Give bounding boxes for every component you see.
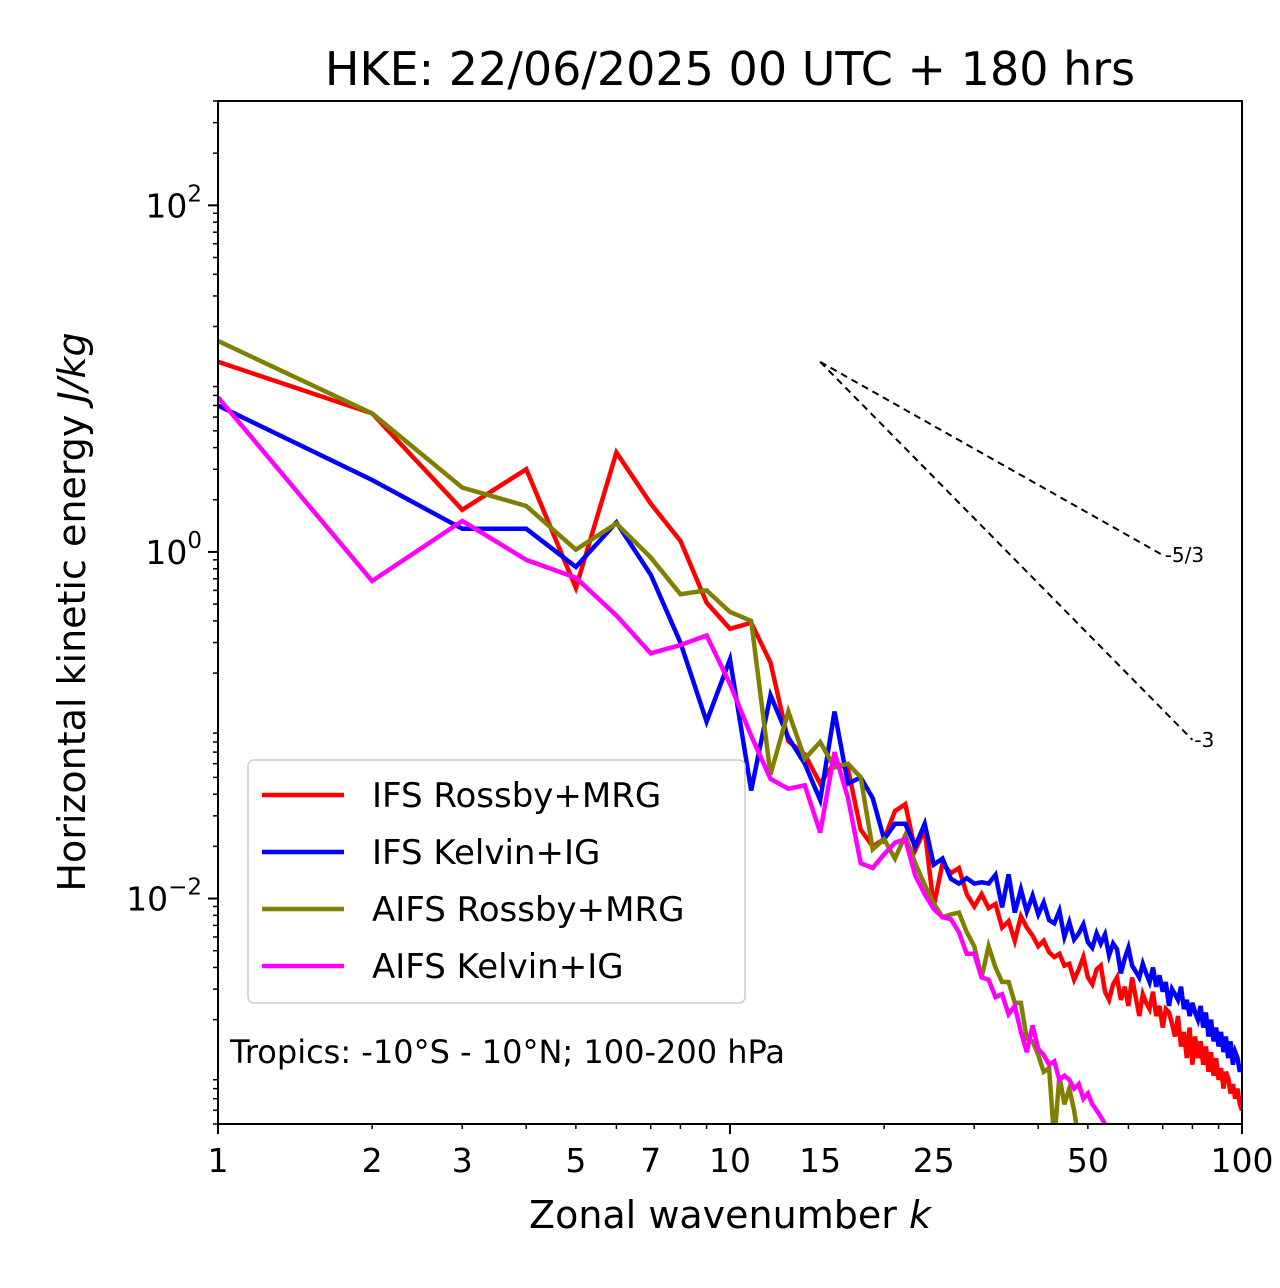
reference-slopes: -5/3 -3 [819,360,1214,752]
legend-label-ifs-rossby-mrg: IFS Rossby+MRG [372,776,661,816]
x-axis-label-text: Zonal wavenumber [529,1193,897,1237]
slope-minus-three-label: -3 [1194,728,1214,752]
legend-label-aifs-rossby-mrg: AIFS Rossby+MRG [372,890,684,930]
y-axis-label: Horizontal kinetic energy J/kg [50,332,94,891]
x-tick-label: 3 [452,1141,473,1180]
x-tick-label: 2 [362,1141,383,1180]
legend: IFS Rossby+MRG IFS Kelvin+IG AIFS Rossby… [247,759,746,1004]
x-axis-ticks: 1 2 3 5 7 10 15 25 50 100 [208,1124,1274,1180]
x-tick-label: 100 [1211,1141,1274,1180]
y-tick-label: 100 [145,528,202,572]
x-axis-label-var: k [909,1193,933,1237]
x-tick-label: 7 [640,1141,661,1180]
x-tick-label: 1 [208,1141,229,1180]
legend-entry-ifs-kelvin-ig: IFS Kelvin+IG [262,833,600,873]
series-line-ifs-rossby-mrg [218,359,1242,1112]
y-tick-label: 10−2 [126,875,202,919]
y-axis-label-unit: J/kg [50,332,94,409]
slope-five-thirds-line [819,360,1164,556]
legend-entry-aifs-rossby-mrg: AIFS Rossby+MRG [262,890,684,930]
series-line-aifs-kelvin-ig [218,395,1107,1124]
x-tick-label: 50 [1067,1141,1109,1180]
x-tick-label: 5 [565,1141,586,1180]
x-tick-label: 10 [709,1141,751,1180]
legend-entry-ifs-rossby-mrg: IFS Rossby+MRG [262,776,661,816]
slope-five-thirds-label: -5/3 [1165,543,1204,567]
series-line-ifs-kelvin-ig [218,403,1242,1073]
x-axis-label: Zonal wavenumber k [529,1193,933,1237]
legend-entry-aifs-kelvin-ig: AIFS Kelvin+IG [262,947,624,987]
slope-minus-three-line [819,361,1194,741]
x-tick-label: 15 [799,1141,841,1180]
chart-title: HKE: 22/06/2025 00 UTC + 180 hrs [325,42,1135,96]
y-axis-label-text: Horizontal kinetic energy [50,415,94,892]
series-layer [218,338,1242,1124]
legend-label-aifs-kelvin-ig: AIFS Kelvin+IG [372,947,624,987]
series-line-aifs-rossby-mrg [218,338,1079,1124]
legend-label-ifs-kelvin-ig: IFS Kelvin+IG [372,833,600,873]
x-tick-label: 25 [913,1141,955,1180]
legend-box [247,759,746,1004]
y-tick-label: 102 [145,181,202,225]
region-annotation: Tropics: -10°S - 10°N; 100-200 hPa [229,1033,785,1071]
y-axis-ticks: 102 100 10−2 [126,100,218,1125]
